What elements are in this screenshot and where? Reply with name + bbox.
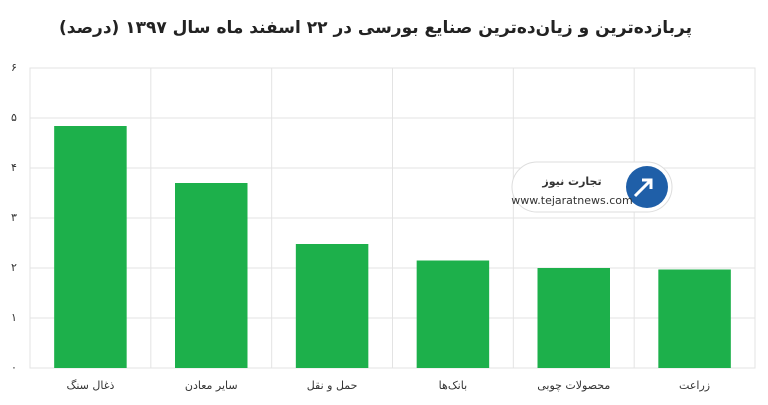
- y-tick-label: ۵: [11, 111, 17, 124]
- watermark-icon: [626, 166, 668, 208]
- watermark-url: www.tejaratnews.com: [511, 194, 632, 207]
- bar: [175, 183, 248, 368]
- y-tick-label: ۴: [11, 161, 17, 174]
- x-tick-label: محصولات چوبی: [537, 379, 610, 392]
- bar: [416, 260, 490, 368]
- bar: [54, 126, 127, 368]
- bar: [295, 244, 369, 368]
- x-tick-label: زراعت: [679, 379, 710, 392]
- chart-title: پربازده‌ترین و زیان‌ده‌ترین صنایع بورسی …: [59, 18, 692, 38]
- bar: [537, 268, 610, 368]
- bar: [658, 269, 731, 368]
- x-tick-label: ذغال سنگ: [66, 379, 114, 392]
- x-tick-label: سایر معادن: [185, 379, 238, 392]
- y-tick-label: ۱: [11, 311, 17, 324]
- watermark-brand: تجارت نیوز: [541, 175, 601, 188]
- y-tick-label: ۰: [11, 361, 17, 374]
- x-tick-label: حمل و نقل: [307, 379, 358, 392]
- y-tick-label: ۶: [11, 61, 17, 74]
- y-tick-label: ۲: [11, 261, 17, 274]
- x-tick-label: بانک‌ها: [439, 379, 467, 392]
- watermark-arrow: [633, 178, 653, 198]
- y-tick-label: ۳: [11, 211, 17, 224]
- watermark: تجارت نیوز www.tejaratnews.com: [511, 161, 673, 213]
